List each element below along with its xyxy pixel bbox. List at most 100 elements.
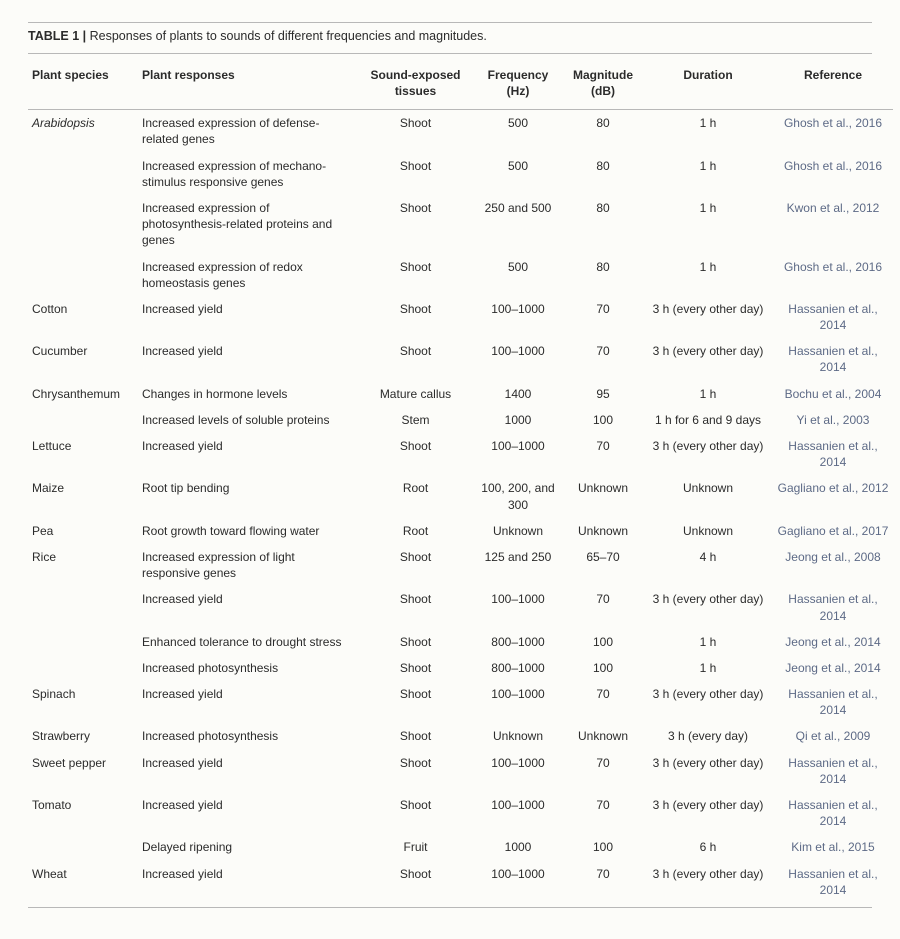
cell-freq: Unknown — [473, 723, 563, 749]
cell-response: Increased photosynthesis — [138, 723, 358, 749]
cell-duration: 3 h (every other day) — [643, 296, 773, 338]
cell-mag: Unknown — [563, 475, 643, 517]
table-row: Delayed ripeningFruit10001006 hKim et al… — [28, 834, 893, 860]
cell-mag: 100 — [563, 655, 643, 681]
cell-tissue: Shoot — [358, 750, 473, 792]
cell-ref: Jeong et al., 2014 — [773, 655, 893, 681]
table-row: ArabidopsisIncreased expression of defen… — [28, 110, 893, 153]
cell-species: Cucumber — [28, 338, 138, 380]
cell-duration: 3 h (every other day) — [643, 750, 773, 792]
cell-response: Root growth toward flowing water — [138, 518, 358, 544]
reference-link[interactable]: Jeong et al., 2008 — [785, 550, 880, 564]
cell-ref: Gagliano et al., 2017 — [773, 518, 893, 544]
cell-duration: 1 h — [643, 629, 773, 655]
cell-response: Root tip bending — [138, 475, 358, 517]
cell-response: Increased yield — [138, 861, 358, 903]
cell-response: Increased expression of light responsive… — [138, 544, 358, 586]
cell-duration: 1 h — [643, 110, 773, 153]
cell-tissue: Mature callus — [358, 381, 473, 407]
cell-ref: Hassanien et al., 2014 — [773, 681, 893, 723]
cell-ref: Hassanien et al., 2014 — [773, 750, 893, 792]
cell-tissue: Shoot — [358, 586, 473, 628]
reference-link[interactable]: Hassanien et al., 2014 — [788, 592, 877, 622]
cell-tissue: Root — [358, 475, 473, 517]
cell-species — [28, 834, 138, 860]
cell-duration: 3 h (every day) — [643, 723, 773, 749]
cell-tissue: Shoot — [358, 544, 473, 586]
cell-ref: Bochu et al., 2004 — [773, 381, 893, 407]
cell-freq: Unknown — [473, 518, 563, 544]
reference-link[interactable]: Hassanien et al., 2014 — [788, 344, 877, 374]
cell-duration: 1 h — [643, 254, 773, 296]
reference-link[interactable]: Yi et al., 2003 — [797, 413, 870, 427]
table-row: Increased expression of mechano-stimulus… — [28, 153, 893, 195]
cell-tissue: Fruit — [358, 834, 473, 860]
cell-ref: Qi et al., 2009 — [773, 723, 893, 749]
cell-duration: 3 h (every other day) — [643, 433, 773, 475]
cell-mag: 70 — [563, 296, 643, 338]
reference-link[interactable]: Ghosh et al., 2016 — [784, 159, 882, 173]
table-row: MaizeRoot tip bendingRoot100, 200, and 3… — [28, 475, 893, 517]
cell-species — [28, 153, 138, 195]
reference-link[interactable]: Kwon et al., 2012 — [787, 201, 880, 215]
reference-link[interactable]: Jeong et al., 2014 — [785, 635, 880, 649]
table-row: WheatIncreased yieldShoot100–1000703 h (… — [28, 861, 893, 903]
cell-species: Lettuce — [28, 433, 138, 475]
col-header: Duration — [643, 60, 773, 110]
cell-species: Spinach — [28, 681, 138, 723]
col-header: Plant species — [28, 60, 138, 110]
cell-tissue: Shoot — [358, 296, 473, 338]
cell-mag: Unknown — [563, 518, 643, 544]
cell-freq: 100–1000 — [473, 586, 563, 628]
cell-mag: 95 — [563, 381, 643, 407]
table-row: LettuceIncreased yieldShoot100–1000703 h… — [28, 433, 893, 475]
table-row: Increased expression of photosynthesis-r… — [28, 195, 893, 254]
cell-ref: Kim et al., 2015 — [773, 834, 893, 860]
reference-link[interactable]: Hassanien et al., 2014 — [788, 756, 877, 786]
reference-link[interactable]: Hassanien et al., 2014 — [788, 302, 877, 332]
cell-mag: 80 — [563, 110, 643, 153]
cell-duration: 3 h (every other day) — [643, 338, 773, 380]
reference-link[interactable]: Gagliano et al., 2017 — [778, 524, 889, 538]
cell-freq: 100–1000 — [473, 861, 563, 903]
cell-tissue: Stem — [358, 407, 473, 433]
cell-ref: Jeong et al., 2014 — [773, 629, 893, 655]
cell-duration: 3 h (every other day) — [643, 792, 773, 834]
col-header: Plant responses — [138, 60, 358, 110]
reference-link[interactable]: Hassanien et al., 2014 — [788, 439, 877, 469]
col-header: Reference — [773, 60, 893, 110]
cell-response: Increased yield — [138, 586, 358, 628]
cell-response: Delayed ripening — [138, 834, 358, 860]
cell-mag: 70 — [563, 586, 643, 628]
cell-duration: 6 h — [643, 834, 773, 860]
table-row: ChrysanthemumChanges in hormone levelsMa… — [28, 381, 893, 407]
reference-link[interactable]: Hassanien et al., 2014 — [788, 687, 877, 717]
cell-species: Chrysanthemum — [28, 381, 138, 407]
reference-link[interactable]: Bochu et al., 2004 — [785, 387, 882, 401]
reference-link[interactable]: Qi et al., 2009 — [796, 729, 871, 743]
cell-species — [28, 655, 138, 681]
page: TABLE 1 | Responses of plants to sounds … — [0, 0, 900, 939]
cell-ref: Hassanien et al., 2014 — [773, 792, 893, 834]
reference-link[interactable]: Gagliano et al., 2012 — [778, 481, 889, 495]
cell-species — [28, 407, 138, 433]
cell-response: Enhanced tolerance to drought stress — [138, 629, 358, 655]
cell-freq: 800–1000 — [473, 629, 563, 655]
reference-link[interactable]: Kim et al., 2015 — [791, 840, 874, 854]
cell-freq: 100–1000 — [473, 296, 563, 338]
cell-response: Increased expression of redox homeostasi… — [138, 254, 358, 296]
cell-duration: 4 h — [643, 544, 773, 586]
table-row: CottonIncreased yieldShoot100–1000703 h … — [28, 296, 893, 338]
reference-link[interactable]: Ghosh et al., 2016 — [784, 116, 882, 130]
reference-link[interactable]: Ghosh et al., 2016 — [784, 260, 882, 274]
cell-species: Wheat — [28, 861, 138, 903]
cell-mag: 80 — [563, 195, 643, 254]
cell-tissue: Shoot — [358, 792, 473, 834]
cell-ref: Jeong et al., 2008 — [773, 544, 893, 586]
cell-duration: 1 h — [643, 195, 773, 254]
reference-link[interactable]: Hassanien et al., 2014 — [788, 867, 877, 897]
cell-response: Increased expression of defense-related … — [138, 110, 358, 153]
cell-ref: Hassanien et al., 2014 — [773, 586, 893, 628]
reference-link[interactable]: Hassanien et al., 2014 — [788, 798, 877, 828]
cell-ref: Ghosh et al., 2016 — [773, 110, 893, 153]
